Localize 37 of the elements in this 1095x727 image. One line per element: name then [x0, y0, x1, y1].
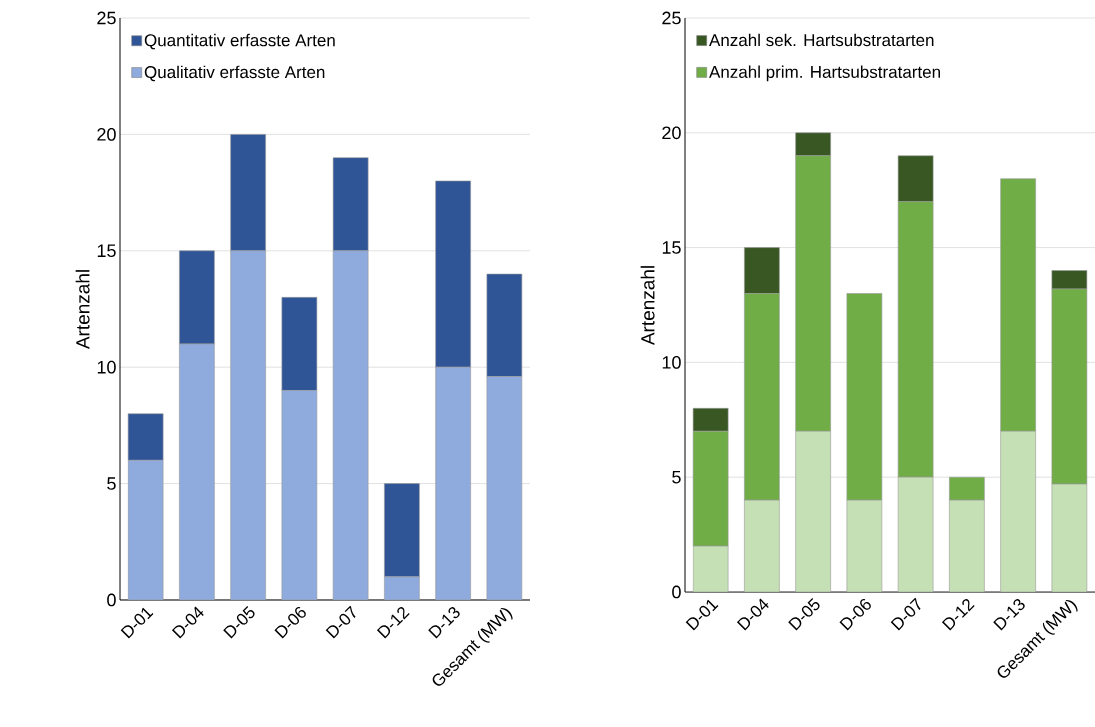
y-tick-label: 10 [97, 360, 116, 374]
legend-label: Quantitativ erfasste Arten [144, 33, 335, 50]
bar [230, 250, 266, 600]
bar [795, 430, 831, 592]
y-tick-label: 0 [672, 585, 681, 599]
bar [897, 476, 934, 592]
bar [179, 343, 215, 600]
bar [744, 499, 780, 592]
y-tick-label: 5 [107, 477, 116, 490]
y-tick-label: 20 [97, 128, 116, 141]
y-tick-label: 25 [662, 11, 681, 25]
bar [127, 460, 164, 600]
y-tick-label: 15 [97, 244, 116, 258]
bar [281, 297, 318, 391]
y-tick-label: 15 [662, 241, 681, 254]
bar [1051, 483, 1088, 592]
bar [949, 476, 985, 501]
bar [949, 499, 985, 592]
bar [281, 390, 318, 600]
y-tick-label: 5 [672, 470, 681, 484]
bar [384, 483, 420, 578]
legend-label: Anzahl prim. Hartsubstratarten [709, 65, 940, 82]
y-tick-label: 20 [662, 126, 681, 140]
legend-label: Anzahl sek. Hartsubstratarten [709, 33, 934, 47]
bar [435, 366, 471, 600]
y-tick-label: 10 [662, 356, 681, 369]
bar [384, 576, 420, 600]
y-axis-title: Artenzahl [640, 266, 655, 346]
bar [692, 545, 729, 592]
bar [486, 376, 523, 600]
y-axis-title: Artenzahl [75, 270, 90, 350]
y-tick-label: 0 [107, 593, 116, 607]
bar [332, 250, 369, 600]
bar [1000, 430, 1036, 592]
y-tick-label: 25 [97, 11, 116, 25]
legend-label: Qualitativ erfasste Arten [144, 65, 325, 82]
bar [846, 499, 883, 592]
